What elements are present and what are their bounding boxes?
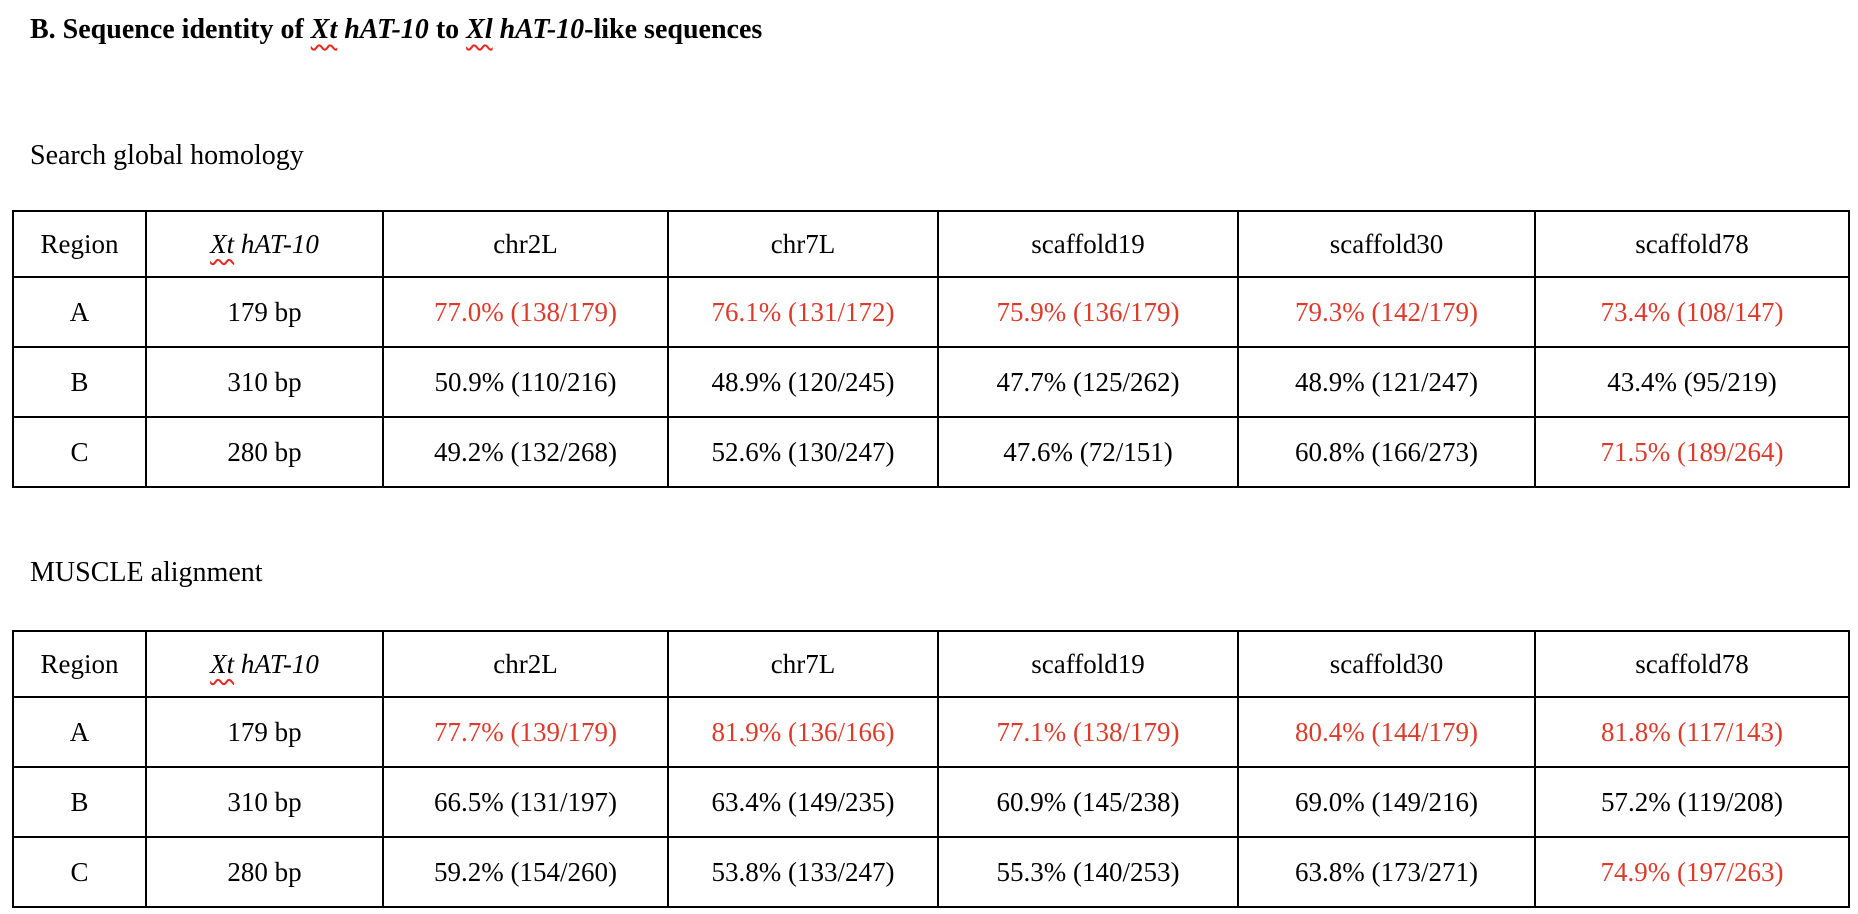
identity-cell: 77.1% (138/179) — [937, 696, 1239, 768]
identity-cell: 81.8% (117/143) — [1534, 696, 1850, 768]
column-header-region: Region — [12, 210, 147, 278]
identity-cell: 66.5% (131/197) — [382, 766, 669, 838]
query-species-misspelled: Xt — [210, 228, 235, 259]
region-cell: C — [12, 836, 147, 908]
identity-cell: 63.4% (149/235) — [667, 766, 939, 838]
column-header-region: Region — [12, 630, 147, 698]
section-label-global-homology: Search global homology — [30, 140, 304, 171]
title-connector: to — [428, 14, 467, 45]
identity-cell: 73.4% (108/147) — [1534, 276, 1850, 348]
identity-cell: 79.3% (142/179) — [1237, 276, 1536, 348]
length-cell: 280 bp — [145, 836, 384, 908]
query-species-misspelled: Xt — [210, 648, 235, 679]
identity-cell: 52.6% (130/247) — [667, 416, 939, 488]
region-cell: C — [12, 416, 147, 488]
table-row: C 280 bp 59.2% (154/260) 53.8% (133/247) 55.… — [12, 836, 1850, 908]
length-cell: 179 bp — [145, 276, 384, 348]
region-cell: B — [12, 346, 147, 418]
identity-cell: 74.9% (197/263) — [1534, 836, 1850, 908]
global-homology-table: Region Xt hAT-10 chr2L chr7L scaffold19 scaff… — [12, 210, 1850, 488]
region-cell: A — [12, 696, 147, 768]
identity-cell: 81.9% (136/166) — [667, 696, 939, 768]
length-cell: 310 bp — [145, 766, 384, 838]
identity-cell: 60.9% (145/238) — [937, 766, 1239, 838]
identity-cell: 50.9% (110/216) — [382, 346, 669, 418]
identity-cell: 43.4% (95/219) — [1534, 346, 1850, 418]
identity-cell: 80.4% (144/179) — [1237, 696, 1536, 768]
table-row: B 310 bp 66.5% (131/197) 63.4% (149/235) 60.… — [12, 766, 1850, 838]
region-cell: B — [12, 766, 147, 838]
column-header-target: scaffold78 — [1534, 210, 1850, 278]
column-header-target: scaffold19 — [937, 210, 1239, 278]
length-cell: 280 bp — [145, 416, 384, 488]
length-cell: 179 bp — [145, 696, 384, 768]
title-gene1: hAT-10 — [337, 14, 429, 45]
column-header-target: chr7L — [667, 210, 939, 278]
identity-cell: 55.3% (140/253) — [937, 836, 1239, 908]
table-header-row: Region Xt hAT-10 chr2L chr7L scaffold19 scaff… — [12, 210, 1850, 278]
identity-cell: 77.7% (139/179) — [382, 696, 669, 768]
column-header-target: scaffold78 — [1534, 630, 1850, 698]
table-row: B 310 bp 50.9% (110/216) 48.9% (120/245) 47.… — [12, 346, 1850, 418]
table-row: A 179 bp 77.0% (138/179) 76.1% (131/172) 75.… — [12, 276, 1850, 348]
title-species1-misspelled: Xt — [310, 14, 338, 45]
column-header-target: chr2L — [382, 630, 669, 698]
title-species2-misspelled: Xl — [466, 14, 493, 45]
identity-cell: 75.9% (136/179) — [937, 276, 1239, 348]
title-suffix: -like sequences — [584, 14, 763, 45]
column-header-target: chr7L — [667, 630, 939, 698]
column-header-query: Xt hAT-10 — [145, 210, 384, 278]
column-header-target: scaffold19 — [937, 630, 1239, 698]
identity-cell: 76.1% (131/172) — [667, 276, 939, 348]
identity-cell: 48.9% (121/247) — [1237, 346, 1536, 418]
title-prefix: B. Sequence identity of — [30, 14, 311, 45]
column-header-target: scaffold30 — [1237, 210, 1536, 278]
identity-cell: 47.7% (125/262) — [937, 346, 1239, 418]
identity-cell: 59.2% (154/260) — [382, 836, 669, 908]
identity-cell: 63.8% (173/271) — [1237, 836, 1536, 908]
table-row: C 280 bp 49.2% (132/268) 52.6% (130/247) 47.… — [12, 416, 1850, 488]
table-row: A 179 bp 77.7% (139/179) 81.9% (136/166) 77.… — [12, 696, 1850, 768]
muscle-alignment-table: Region Xt hAT-10 chr2L chr7L scaffold19 scaff… — [12, 630, 1850, 908]
identity-cell: 48.9% (120/245) — [667, 346, 939, 418]
region-cell: A — [12, 276, 147, 348]
identity-cell: 53.8% (133/247) — [667, 836, 939, 908]
column-header-query: Xt hAT-10 — [145, 630, 384, 698]
identity-cell: 60.8% (166/273) — [1237, 416, 1536, 488]
identity-cell: 77.0% (138/179) — [382, 276, 669, 348]
identity-cell: 47.6% (72/151) — [937, 416, 1239, 488]
table-header-row: Region Xt hAT-10 chr2L chr7L scaffold19 scaff… — [12, 630, 1850, 698]
identity-cell: 71.5% (189/264) — [1534, 416, 1850, 488]
section-label-muscle-alignment: MUSCLE alignment — [30, 557, 263, 588]
identity-cell: 69.0% (149/216) — [1237, 766, 1536, 838]
page-title: B. Sequence identity of Xt hAT-10 to Xl … — [30, 12, 1858, 48]
title-gene2: hAT-10 — [492, 14, 585, 45]
column-header-target: scaffold30 — [1237, 630, 1536, 698]
length-cell: 310 bp — [145, 346, 384, 418]
identity-cell: 49.2% (132/268) — [382, 416, 669, 488]
column-header-target: chr2L — [382, 210, 669, 278]
identity-cell: 57.2% (119/208) — [1534, 766, 1850, 838]
